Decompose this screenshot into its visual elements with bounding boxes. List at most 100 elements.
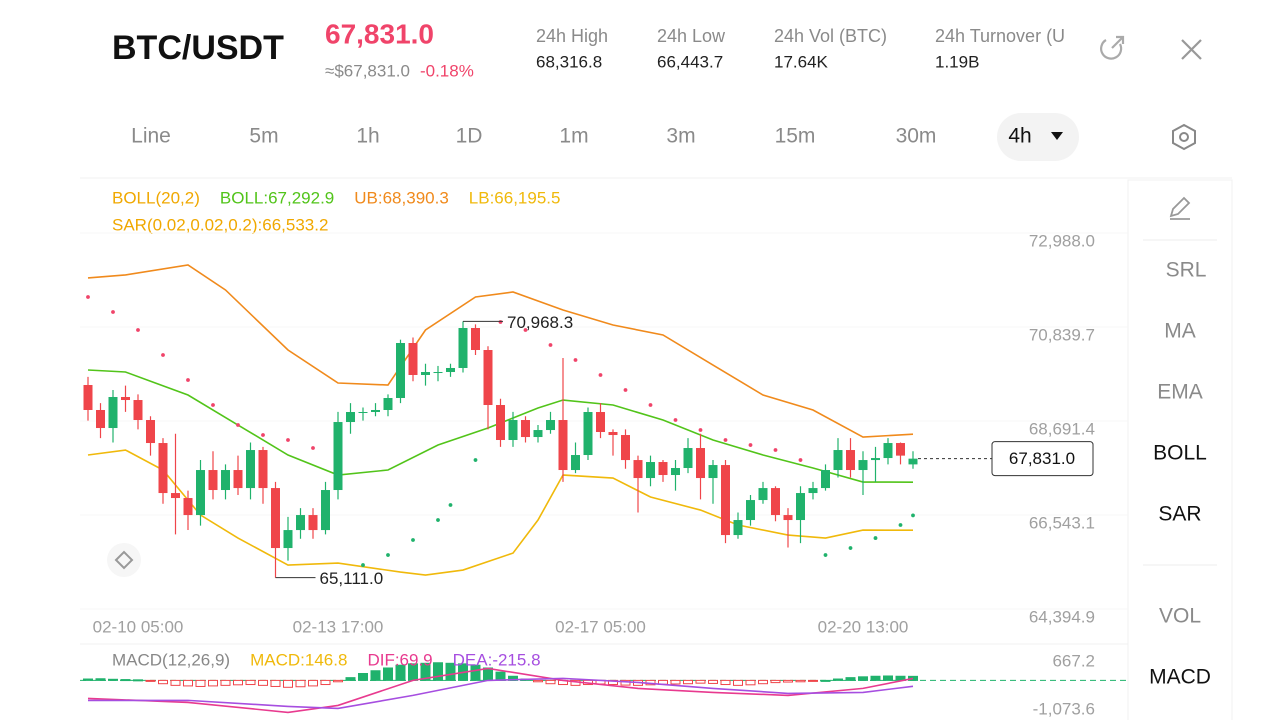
candle-body <box>733 520 743 536</box>
interval-tab[interactable]: Line <box>131 125 171 148</box>
indicator-item[interactable]: VOL <box>1159 605 1201 628</box>
pencil-icon <box>1169 196 1191 220</box>
sar-dot <box>336 453 340 457</box>
macd-bar <box>320 679 331 686</box>
close-button[interactable] <box>1181 39 1202 60</box>
macd-bar <box>170 679 181 686</box>
candle-body <box>658 462 668 476</box>
indicator-item[interactable]: MA <box>1164 320 1196 343</box>
settings-button[interactable] <box>1172 123 1196 151</box>
stat-value: 66,443.7 <box>657 52 723 71</box>
x-tick-label: 02-13 17:00 <box>293 617 384 636</box>
candle-body <box>871 458 880 461</box>
y-tick-label: 72,988.0 <box>1029 231 1095 250</box>
candle-body <box>533 430 543 438</box>
candle-body <box>858 460 868 471</box>
sar-dot <box>473 458 478 462</box>
stats: 24h High 68,316.8 24h Low 66,443.7 24h Vol (… <box>536 26 1065 72</box>
macd-bar <box>120 679 131 682</box>
candle-body <box>583 412 593 456</box>
macd-bar <box>370 670 381 681</box>
y-tick-label: -1,073.6 <box>1033 699 1095 718</box>
candle-body <box>421 372 430 375</box>
share-icon <box>1100 39 1123 60</box>
candle-body <box>721 465 730 536</box>
sar-dot <box>848 546 853 550</box>
candle-body <box>308 515 318 531</box>
indicator-item[interactable]: BOLL <box>1153 442 1207 465</box>
macd-bar <box>333 679 343 683</box>
macd-bar <box>133 679 143 682</box>
candle-body <box>196 470 205 516</box>
header: BTC/USDT 67,831.0 ≈$67,831.0 -0.18% 24h … <box>112 18 1202 80</box>
price: 67,831.0 <box>325 18 434 49</box>
drag-handle[interactable] <box>107 543 141 577</box>
symbol: BTC/USDT <box>112 29 284 67</box>
macd-bar <box>495 671 506 681</box>
macd-bar <box>870 675 881 681</box>
sar-dot <box>261 433 265 437</box>
interval-tab[interactable]: 4h <box>1008 125 1031 148</box>
plot-area <box>83 264 918 578</box>
macd-bar <box>783 679 793 683</box>
candle-body <box>208 470 218 491</box>
dropdown-arrow <box>1051 132 1063 140</box>
indicator-item[interactable]: SAR <box>1158 503 1201 526</box>
candle-body <box>908 458 918 465</box>
macd-bar <box>295 679 306 688</box>
indicator-legend: BOLL:67,292.9 <box>220 188 334 207</box>
candle-body <box>696 448 705 479</box>
price-change: -0.18% <box>420 61 474 80</box>
share-button[interactable] <box>1100 35 1125 60</box>
indicator-legend: SAR(0.02,0.02,0.2):66,533.2 <box>112 215 328 234</box>
candle-body <box>708 465 718 479</box>
interval-tab[interactable]: 1D <box>456 125 483 148</box>
macd-bar <box>708 679 718 684</box>
candle-body <box>646 462 655 479</box>
candle-body <box>833 450 843 471</box>
y-tick-label: 66,543.1 <box>1029 513 1095 532</box>
macd-bar <box>308 679 318 687</box>
sar-dot <box>873 536 878 540</box>
share-arrow <box>1111 35 1125 49</box>
x-tick-label: 02-10 05:00 <box>93 617 184 636</box>
candle-body <box>458 327 468 368</box>
macd-bar <box>283 679 293 688</box>
macd-bar <box>908 675 918 681</box>
last-price-label: 67,831.0 <box>1009 449 1075 468</box>
macd-bar <box>745 679 756 686</box>
candle-body <box>271 488 280 549</box>
macd-bar <box>220 679 231 686</box>
macd-bar <box>720 679 731 686</box>
candle-body <box>758 488 768 501</box>
candle-body <box>796 493 805 521</box>
y-tick-label: 64,394.9 <box>1029 607 1095 626</box>
indicator-item[interactable]: MACD <box>1149 666 1211 689</box>
sar-dot <box>311 446 315 450</box>
draw-button[interactable] <box>1169 196 1191 220</box>
interval-tab[interactable]: 30m <box>896 125 937 148</box>
interval-tab[interactable]: 1m <box>559 125 588 148</box>
candle-body <box>221 470 230 491</box>
candle-body <box>621 435 630 461</box>
sar-dot <box>748 443 753 447</box>
interval-tab[interactable]: 5m <box>249 125 278 148</box>
indicator-panel <box>1127 179 1233 720</box>
candle-body <box>683 448 693 469</box>
macd-bar <box>545 679 556 685</box>
candle-body <box>133 400 143 421</box>
sar-dot <box>498 320 503 324</box>
indicator-item[interactable]: SRL <box>1166 259 1207 282</box>
interval-tab[interactable]: 1h <box>356 125 379 148</box>
stat-label: 24h Low <box>657 26 726 46</box>
sar-dot <box>723 438 728 442</box>
sar-dot <box>623 388 628 392</box>
interval-tab[interactable]: 15m <box>775 125 816 148</box>
drag-handle-bg <box>107 543 141 577</box>
candle-body <box>296 515 305 531</box>
boll-line <box>87 264 914 438</box>
indicator-item[interactable]: EMA <box>1157 381 1203 404</box>
interval-tab[interactable]: 3m <box>666 125 695 148</box>
macd-bar <box>808 679 818 682</box>
